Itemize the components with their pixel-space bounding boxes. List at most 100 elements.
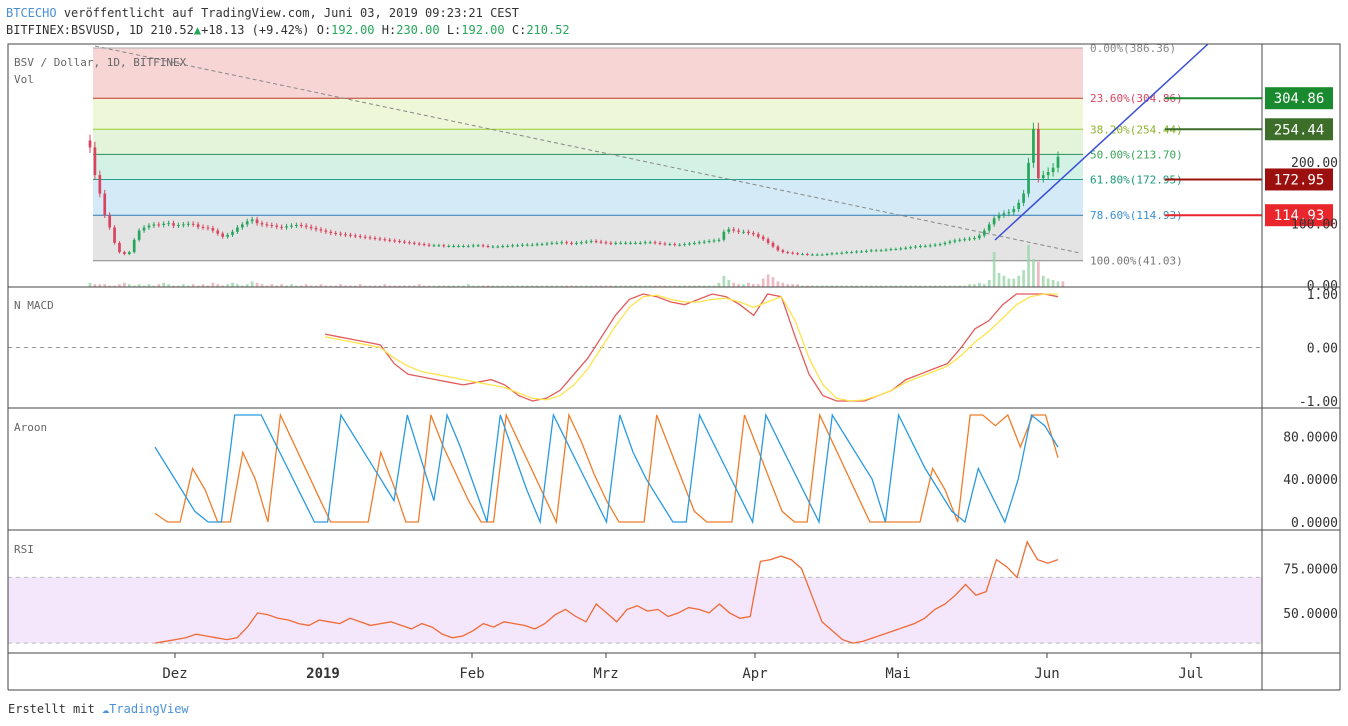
volume-bar xyxy=(614,285,618,287)
volume-bar xyxy=(958,285,962,287)
candle xyxy=(132,239,136,253)
volume-bar xyxy=(206,285,210,287)
candle xyxy=(275,225,279,227)
x-tick-label: 2019 xyxy=(306,666,340,682)
volume-bar xyxy=(417,284,421,287)
volume-bar xyxy=(840,285,844,287)
volume-bar xyxy=(658,285,662,287)
volume-bar xyxy=(1037,261,1040,287)
candle xyxy=(481,245,485,247)
volume-bar xyxy=(378,285,382,287)
volume-bar xyxy=(874,285,878,287)
volume-bar xyxy=(948,285,952,287)
volume-bar xyxy=(152,285,156,287)
volume-bar xyxy=(992,252,996,287)
symbol-label: BITFINEX:BSVUSD, 1D xyxy=(6,23,144,37)
candle xyxy=(584,241,588,243)
published-text: veröffentlicht auf TradingView.com, Juni… xyxy=(63,6,519,20)
candle xyxy=(270,225,274,227)
volume-bar xyxy=(1002,275,1006,287)
volume-bar xyxy=(653,285,657,287)
volume-bar xyxy=(403,285,406,287)
close-label: C: xyxy=(511,23,527,37)
candle xyxy=(786,252,790,254)
candle xyxy=(211,228,215,231)
x-tick-label: Dez xyxy=(162,666,187,682)
volume-bar xyxy=(580,285,583,287)
candle xyxy=(766,239,770,243)
y-tick-label: 0.00 xyxy=(1307,342,1338,357)
candle xyxy=(830,253,834,255)
footer: Erstellt mit ☁TradingView xyxy=(8,702,189,716)
volume-bar xyxy=(511,285,514,287)
candle xyxy=(329,231,333,234)
candle xyxy=(108,215,111,228)
candle xyxy=(462,245,465,247)
macd-pane-title: N MACD xyxy=(14,299,54,312)
candle xyxy=(629,242,632,244)
candle xyxy=(280,226,283,228)
tradingview-logo-text[interactable]: TradingView xyxy=(109,702,189,716)
volume-bar xyxy=(191,284,195,287)
volume-bar xyxy=(923,285,927,287)
candle xyxy=(506,245,510,247)
candle xyxy=(815,254,819,256)
volume-bar xyxy=(865,285,868,287)
candle xyxy=(118,242,121,253)
volume-bar xyxy=(250,281,254,287)
candle xyxy=(806,253,809,255)
candle xyxy=(742,231,745,233)
candle xyxy=(810,254,814,256)
candle xyxy=(437,245,441,247)
chart-border xyxy=(7,43,1341,654)
tradingview-logo-icon: ☁ xyxy=(101,702,110,716)
candle xyxy=(869,250,873,252)
volume-bar xyxy=(594,285,598,287)
volume-label: Vol xyxy=(14,73,34,86)
price-tag xyxy=(1265,168,1333,191)
volume-bar xyxy=(894,285,898,287)
volume-bar xyxy=(806,285,809,287)
volume-bar xyxy=(334,285,338,287)
candle xyxy=(860,251,863,253)
candle xyxy=(290,225,293,227)
chart-canvas[interactable]: 0.00%(386.36) 23.60%(304.86) 38.20%(254.44… xyxy=(0,0,1348,700)
candle xyxy=(206,227,210,229)
candle xyxy=(776,246,780,251)
volume-bar xyxy=(899,285,903,287)
brand-link[interactable]: BTCECHO xyxy=(6,6,57,20)
candle xyxy=(884,249,888,251)
fib-label: 100.00%(41.03) xyxy=(1090,255,1183,268)
volume-bar xyxy=(93,284,97,287)
candle xyxy=(820,254,824,256)
volume-bar xyxy=(904,285,908,287)
candle xyxy=(137,230,141,240)
volume-bar xyxy=(796,284,799,287)
volume-bar xyxy=(678,285,681,287)
price-tag xyxy=(1265,118,1333,141)
volume-bar xyxy=(525,285,529,287)
price-tag xyxy=(1265,87,1333,110)
volume-bar xyxy=(432,285,436,287)
volume-bar xyxy=(1056,281,1060,287)
candle xyxy=(712,240,716,242)
candle xyxy=(285,226,288,228)
x-tick-label: Mrz xyxy=(593,666,618,682)
candle xyxy=(643,242,647,244)
candle xyxy=(1056,156,1060,168)
volume-bar xyxy=(722,275,726,287)
candle xyxy=(693,242,696,244)
candle xyxy=(1022,193,1025,203)
candle xyxy=(127,252,131,254)
candle xyxy=(678,244,681,246)
volume-bar xyxy=(442,285,446,287)
volume-bar xyxy=(933,285,937,287)
volume-bar xyxy=(496,285,500,287)
candle xyxy=(245,221,249,225)
volume-bar xyxy=(570,285,573,287)
candle xyxy=(923,245,927,247)
volume-bar xyxy=(319,284,323,287)
candle xyxy=(879,250,883,252)
close-value: 210.52 xyxy=(526,23,570,37)
candle xyxy=(570,242,573,244)
